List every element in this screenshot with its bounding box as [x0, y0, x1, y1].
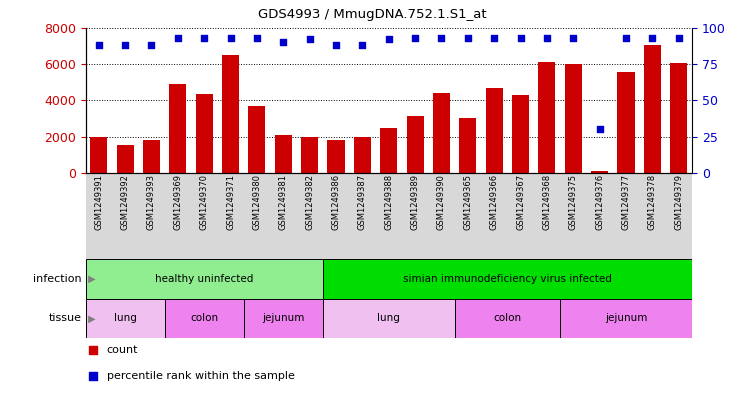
Point — [304, 36, 315, 42]
Text: percentile rank within the sample: percentile rank within the sample — [107, 371, 295, 381]
Text: healthy uninfected: healthy uninfected — [155, 274, 254, 284]
Text: colon: colon — [190, 313, 218, 323]
Point — [515, 35, 527, 41]
Bar — [327, 140, 344, 173]
Bar — [459, 118, 476, 173]
Point — [278, 39, 289, 45]
Text: ▶: ▶ — [85, 313, 95, 323]
Text: simian immunodeficiency virus infected: simian immunodeficiency virus infected — [403, 274, 612, 284]
Bar — [380, 129, 397, 173]
Point — [673, 35, 684, 41]
Point — [541, 35, 553, 41]
Text: infection: infection — [33, 274, 82, 284]
Bar — [196, 94, 213, 173]
Point — [87, 347, 99, 353]
Point — [594, 126, 606, 132]
Point — [172, 35, 184, 41]
Text: lung: lung — [114, 313, 137, 323]
Point — [409, 35, 421, 41]
Bar — [455, 299, 560, 338]
Bar — [222, 55, 239, 173]
Bar — [591, 171, 608, 173]
Bar — [354, 138, 371, 173]
Bar — [143, 140, 160, 173]
Bar — [670, 63, 687, 173]
Bar — [618, 72, 635, 173]
Bar — [644, 45, 661, 173]
Bar — [323, 299, 455, 338]
Bar — [164, 299, 244, 338]
Bar — [301, 138, 318, 173]
Point — [568, 35, 580, 41]
Point — [251, 35, 263, 41]
Point — [382, 36, 394, 42]
Bar — [539, 62, 556, 173]
Bar — [406, 116, 423, 173]
Bar — [86, 259, 323, 299]
Bar — [90, 138, 107, 173]
Bar — [565, 64, 582, 173]
Point — [647, 35, 658, 41]
Bar — [117, 145, 134, 173]
Point — [488, 35, 500, 41]
Point — [620, 35, 632, 41]
Bar — [86, 299, 164, 338]
Point — [330, 42, 342, 48]
Bar — [248, 106, 266, 173]
Point — [198, 35, 210, 41]
Bar — [275, 135, 292, 173]
Text: colon: colon — [493, 313, 522, 323]
Point — [462, 35, 474, 41]
Text: jejunum: jejunum — [262, 313, 304, 323]
Point — [87, 373, 99, 379]
Bar — [486, 88, 503, 173]
Text: tissue: tissue — [49, 313, 82, 323]
Bar — [512, 95, 529, 173]
Bar — [433, 93, 450, 173]
Point — [225, 35, 237, 41]
Point — [356, 42, 368, 48]
Text: count: count — [107, 345, 138, 355]
Text: GDS4993 / MmugDNA.752.1.S1_at: GDS4993 / MmugDNA.752.1.S1_at — [257, 8, 487, 21]
Text: lung: lung — [377, 313, 400, 323]
Point — [119, 42, 131, 48]
Point — [93, 42, 105, 48]
Text: jejunum: jejunum — [605, 313, 647, 323]
Point — [435, 35, 447, 41]
Text: ▶: ▶ — [85, 274, 95, 284]
Point — [146, 42, 158, 48]
Bar — [323, 259, 692, 299]
Bar — [244, 299, 323, 338]
Bar — [170, 84, 187, 173]
Bar — [560, 299, 692, 338]
